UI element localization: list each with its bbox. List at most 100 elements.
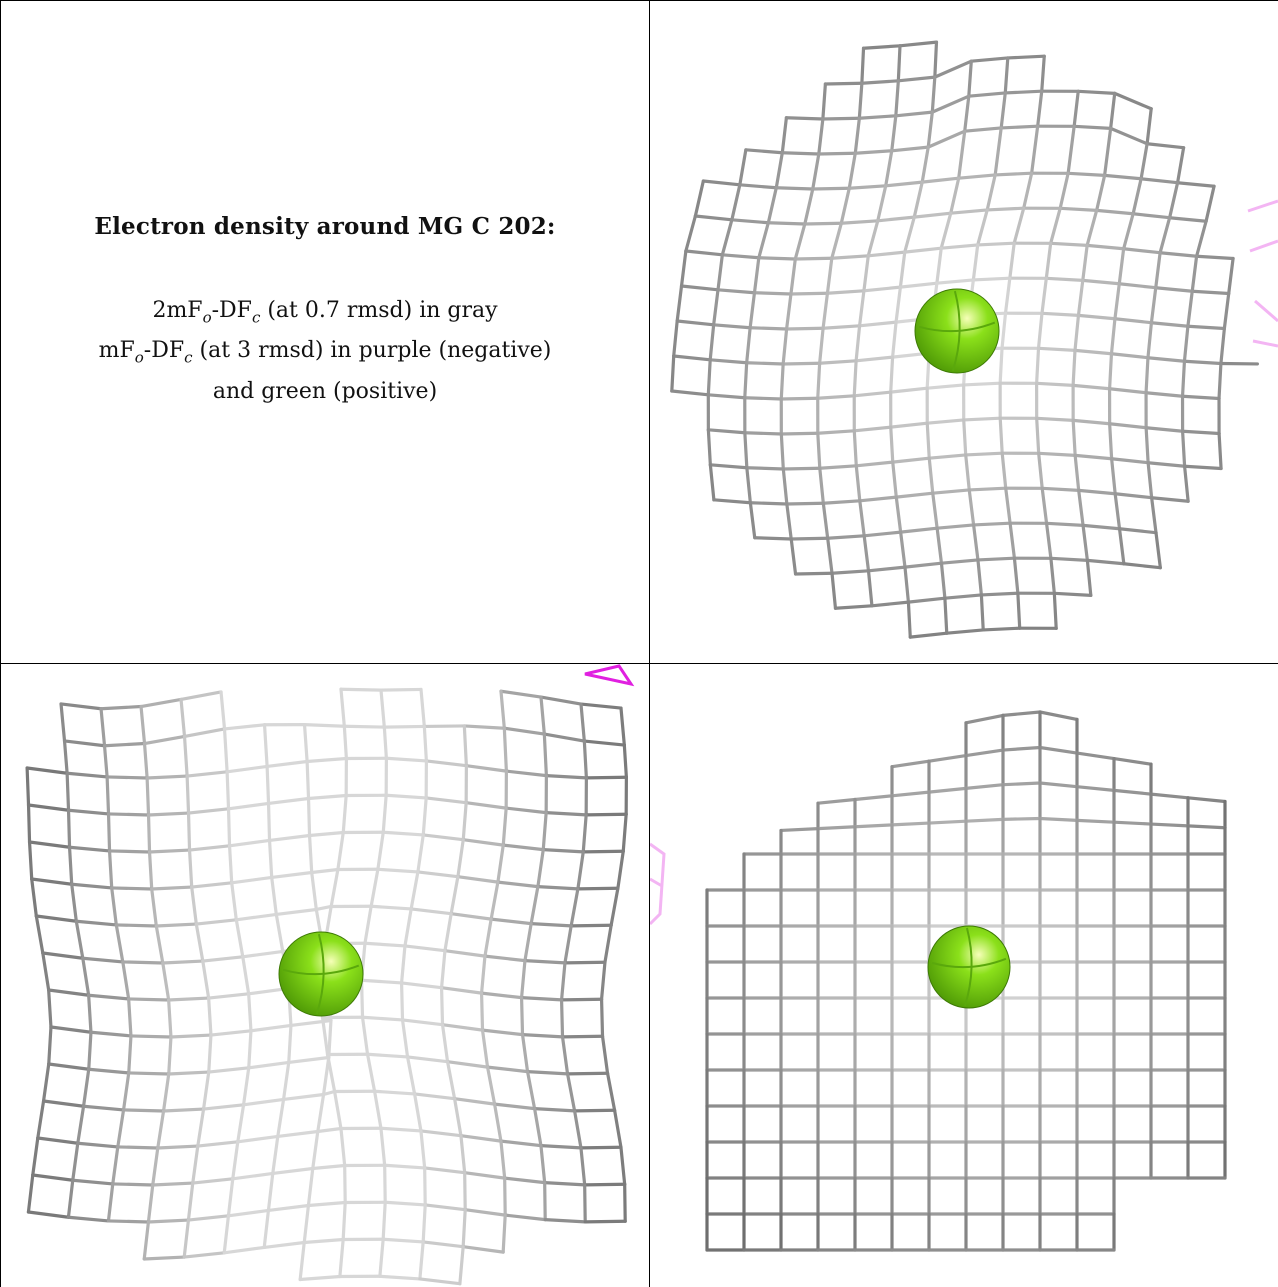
mesh-strand — [971, 276, 1012, 282]
mesh-strand — [142, 1220, 151, 1261]
mesh-strand — [862, 285, 902, 293]
mesh-strand — [456, 875, 500, 884]
mesh-strand — [271, 1166, 315, 1176]
mesh-strand — [939, 561, 947, 600]
mesh-strand — [87, 1030, 93, 1071]
mesh-strand — [463, 1171, 467, 1212]
caption-panel: Electron density around MG C 202: 2mFo-D… — [1, 1, 649, 663]
mesh-strand — [106, 1219, 151, 1224]
mesh-strand — [520, 1033, 530, 1074]
mesh-strand — [379, 688, 386, 729]
mesh-strand — [964, 453, 971, 492]
mesh-strand — [47, 988, 53, 1029]
mesh-strand — [1149, 822, 1190, 828]
mesh-strand — [906, 600, 912, 639]
mesh-strand — [1066, 124, 1076, 175]
mesh-strand — [316, 1092, 326, 1134]
mesh-strand — [30, 877, 38, 918]
mesh-strand — [1076, 313, 1117, 321]
mesh-strand — [502, 726, 546, 736]
mesh-strand — [445, 1060, 457, 1101]
mesh-strand — [306, 1200, 347, 1208]
mesh-strand — [581, 849, 625, 854]
mesh-strand — [779, 827, 820, 833]
mesh-strand — [1085, 208, 1099, 247]
mesh-strand — [821, 291, 830, 330]
mesh-strand — [418, 1277, 462, 1286]
mesh-strand — [858, 495, 898, 503]
mesh-strand — [1154, 286, 1194, 293]
mesh-strand — [539, 1144, 547, 1185]
mesh-strand — [105, 775, 149, 780]
mesh-strand — [463, 1208, 507, 1217]
mesh-strand — [424, 759, 468, 768]
mesh-strand — [418, 1240, 425, 1281]
mesh-strand — [529, 922, 573, 928]
mesh-strand — [384, 793, 428, 800]
mesh-strand — [409, 870, 420, 911]
mesh-strand — [581, 813, 588, 854]
mesh-strand — [1035, 416, 1041, 455]
mesh-strand — [222, 1214, 231, 1255]
mesh-strand — [62, 739, 69, 775]
mesh-strand — [142, 1255, 186, 1261]
mesh-strand — [463, 1171, 507, 1180]
mesh-strand — [307, 830, 345, 838]
mesh-strand — [452, 1097, 497, 1106]
mesh-strand — [146, 1183, 155, 1224]
mesh-strand — [196, 1140, 240, 1148]
mesh-strand — [781, 361, 822, 366]
mesh-strand — [903, 565, 911, 604]
mesh-strand — [26, 1173, 35, 1214]
mesh-strand — [998, 346, 1004, 385]
mesh-strand — [623, 1182, 627, 1223]
mesh-strand — [891, 456, 931, 464]
view-panel-top-right — [650, 1, 1278, 663]
atom-highlight-arc — [963, 927, 973, 1007]
mesh-strand — [480, 1028, 525, 1037]
mesh-strand — [1182, 359, 1223, 366]
mesh-strand — [464, 801, 508, 810]
mesh-strand — [672, 319, 679, 358]
legend-line-gray: 2mFo-DFc (at 0.7 rmsd) in gray — [99, 294, 552, 334]
mesh-strand — [706, 393, 747, 400]
mesh-strand — [310, 870, 318, 912]
mesh-strand — [821, 499, 862, 505]
mesh-strand — [1103, 126, 1113, 177]
mesh-strand — [26, 803, 32, 844]
mesh-strand — [440, 1023, 450, 1064]
mesh-strand — [993, 171, 1034, 177]
mesh-strand — [419, 687, 426, 729]
mesh-strand — [816, 361, 822, 400]
mesh-strand — [1049, 556, 1056, 595]
mesh-strand — [339, 687, 346, 728]
mesh-strand — [302, 722, 309, 764]
mesh-strand — [379, 687, 423, 692]
mesh-strand — [320, 1015, 330, 1057]
mesh-strand — [584, 775, 628, 780]
mesh-strand — [187, 848, 194, 889]
mesh-strand — [541, 811, 548, 852]
view-panel-bottom-left — [1, 664, 649, 1287]
mesh-strand — [207, 996, 213, 1037]
mesh-strand — [706, 358, 712, 397]
mesh-strand — [757, 221, 770, 260]
mesh-strand — [945, 628, 985, 635]
mesh-strand — [458, 1245, 465, 1286]
mesh-strand — [231, 1171, 275, 1181]
mesh-strand — [1108, 422, 1148, 430]
mesh-strand — [1040, 486, 1049, 525]
mesh-strand — [1194, 254, 1235, 261]
mesh-strand — [182, 734, 189, 778]
mesh-strand — [403, 944, 447, 953]
mesh-strand — [274, 912, 285, 954]
mesh-strand — [409, 907, 453, 916]
mesh-strand — [194, 922, 205, 963]
mesh-strand — [529, 885, 540, 926]
mesh-strand — [857, 289, 866, 328]
mesh-strand — [161, 1072, 171, 1113]
atom-highlight-arc — [931, 957, 1007, 969]
mesh-strand — [339, 687, 383, 692]
mesh-strand — [154, 924, 165, 965]
mesh-strand — [400, 1018, 410, 1059]
